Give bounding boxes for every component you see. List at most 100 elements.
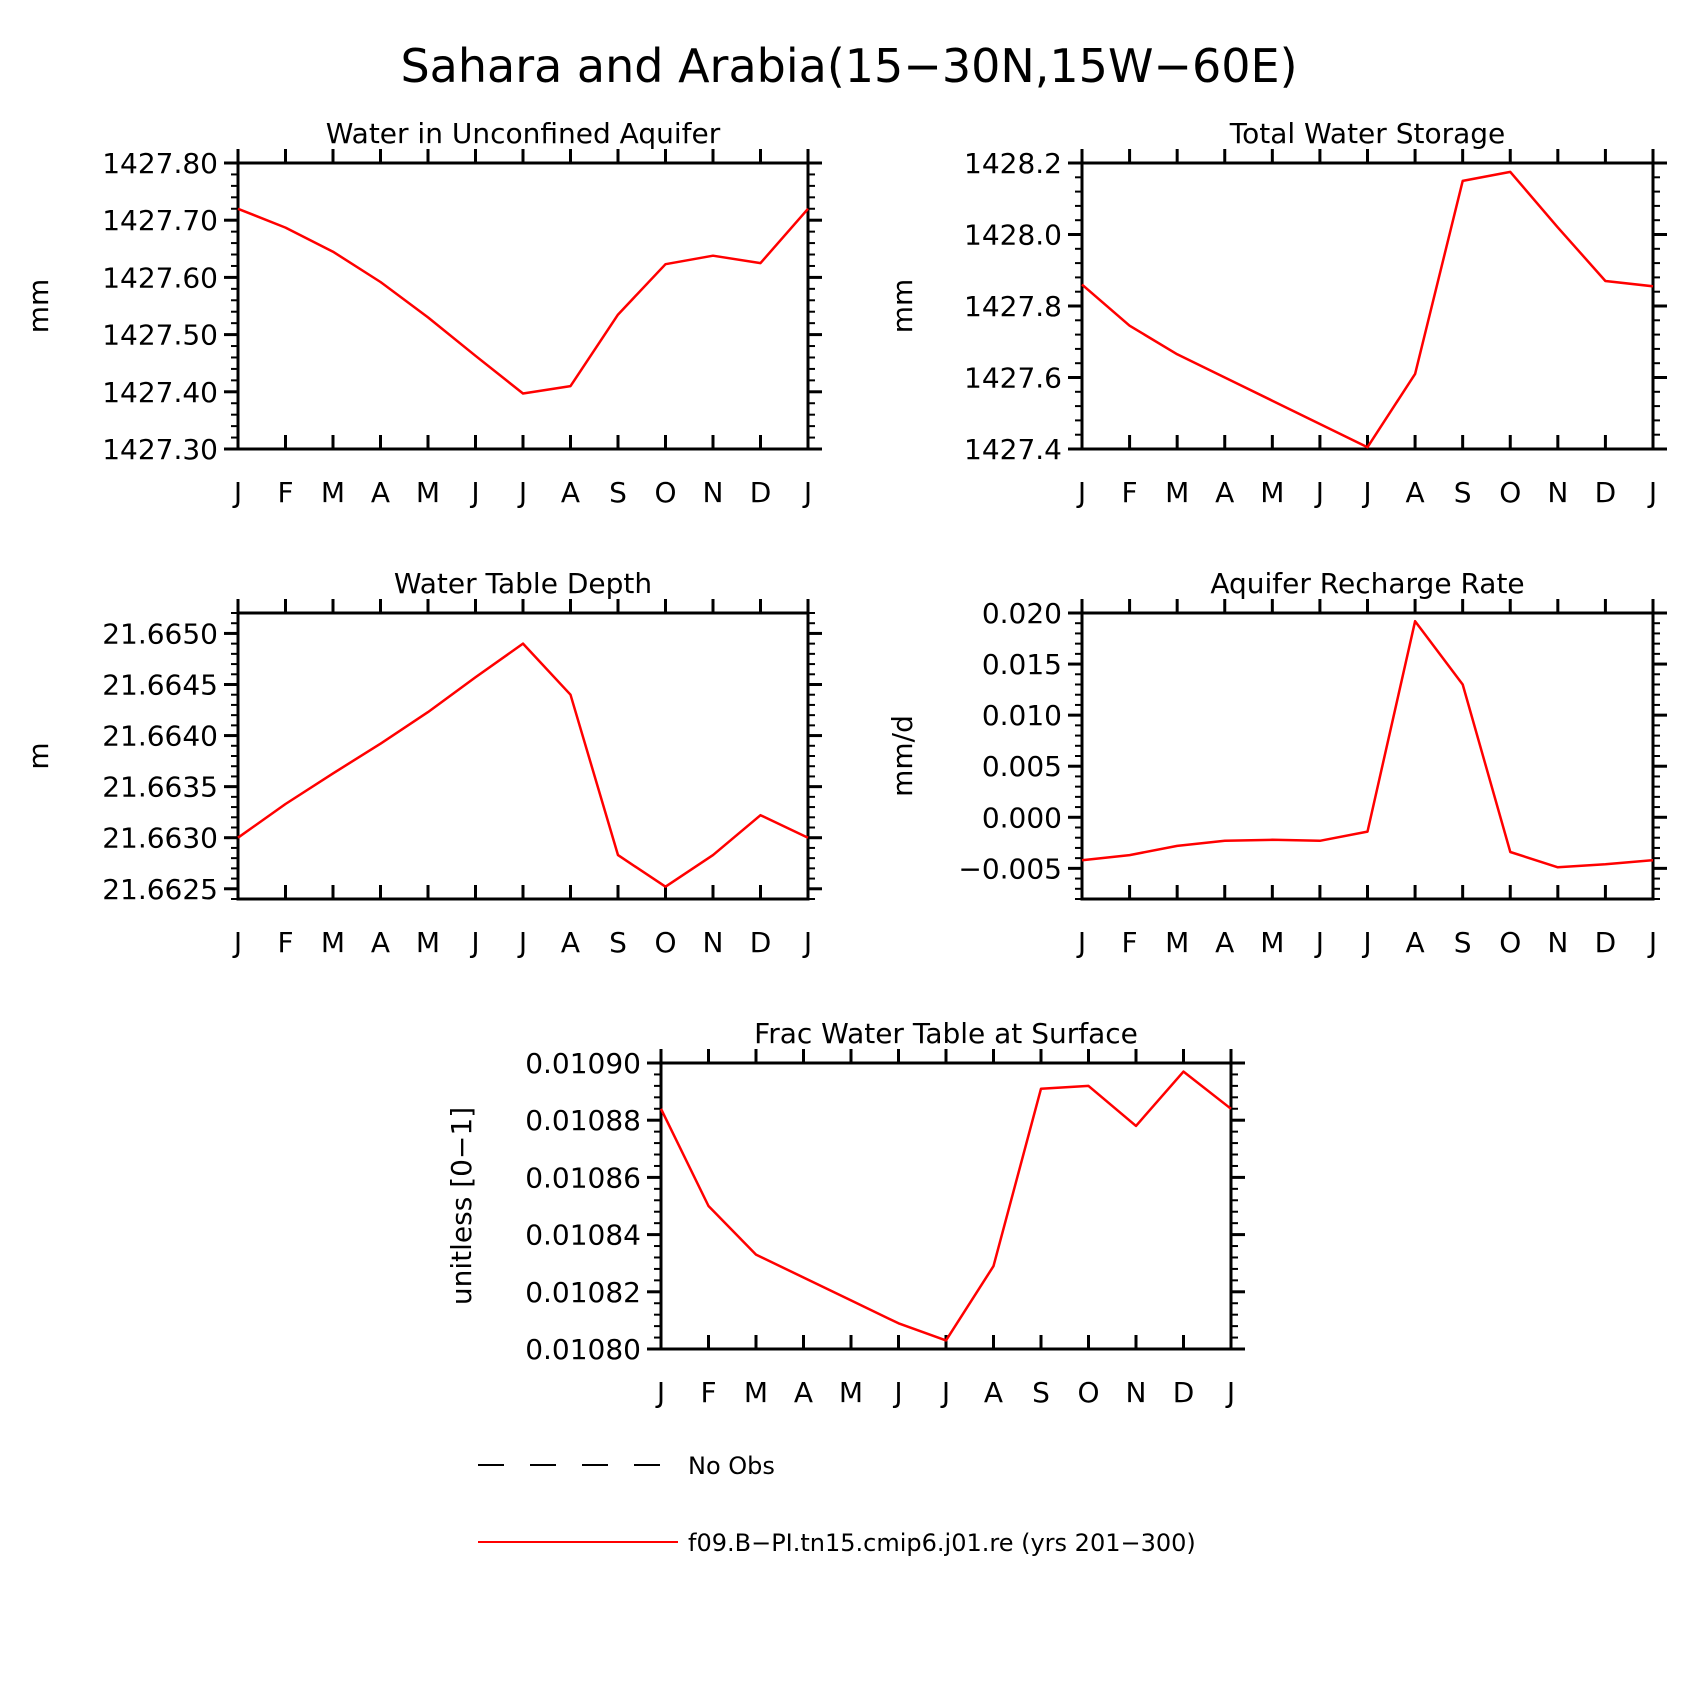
- x-tick-label: J: [1314, 476, 1324, 509]
- y-axis-label: mm/d: [886, 715, 919, 797]
- y-tick-label: 1427.6: [964, 362, 1062, 395]
- x-tick-label: M: [321, 926, 345, 959]
- x-tick-label: J: [469, 476, 479, 509]
- y-tick-label: 1427.4: [964, 433, 1062, 466]
- y-tick-label: 0.01082: [525, 1276, 641, 1309]
- x-tick-label: D: [1595, 926, 1617, 959]
- y-tick-label: 0.01084: [525, 1219, 641, 1252]
- x-tick-label: A: [1406, 476, 1425, 509]
- x-tick-label: M: [1165, 926, 1189, 959]
- x-tick-label: S: [609, 926, 627, 959]
- plot-frame: [1080, 161, 1655, 451]
- series-line: [237, 207, 809, 395]
- x-tick-label: F: [277, 476, 293, 509]
- x-tick-label: J: [655, 1376, 665, 1409]
- y-tick-label: 21.6640: [102, 720, 218, 753]
- x-tick-label: O: [1499, 476, 1521, 509]
- x-tick-label: F: [1122, 476, 1138, 509]
- x-tick-label: J: [892, 1376, 902, 1409]
- legend: No Obs f09.B−PI.tn15.cmip6.j01.re (yrs 2…: [478, 1452, 1196, 1557]
- y-tick-label: 21.6635: [102, 771, 218, 804]
- x-tick-label: O: [654, 476, 676, 509]
- y-tick-label: 1427.80: [102, 147, 218, 180]
- y-axis-label: unitless [0−1]: [445, 1107, 478, 1305]
- y-tick-label: 1428.2: [964, 147, 1062, 180]
- x-tick-label: J: [469, 926, 479, 959]
- x-tick-label: A: [1215, 476, 1234, 509]
- x-tick-label: F: [1122, 926, 1138, 959]
- y-tick-label: 21.6625: [102, 873, 218, 906]
- y-tick-label: 21.6630: [102, 822, 218, 855]
- y-tick-label: 21.6645: [102, 669, 218, 702]
- x-tick-label: J: [802, 476, 812, 509]
- x-tick-label: M: [416, 476, 440, 509]
- panel-title: Aquifer Recharge Rate: [1210, 567, 1524, 600]
- x-tick-label: A: [561, 476, 580, 509]
- x-tick-label: F: [700, 1376, 716, 1409]
- x-tick-label: M: [839, 1376, 863, 1409]
- figure-title: Sahara and Arabia(15−30N,15W−60E): [400, 39, 1297, 93]
- x-tick-label: M: [744, 1376, 768, 1409]
- y-tick-label: 0.020: [982, 597, 1062, 630]
- series-line: [1081, 619, 1654, 869]
- y-tick-label: 0.01090: [525, 1047, 641, 1080]
- x-tick-label: M: [321, 476, 345, 509]
- x-tick-label: J: [1076, 476, 1086, 509]
- y-tick-label: 1428.0: [964, 219, 1062, 252]
- x-tick-label: A: [371, 476, 390, 509]
- x-tick-label: O: [654, 926, 676, 959]
- x-tick-label: N: [1547, 476, 1568, 509]
- x-tick-label: D: [750, 926, 772, 959]
- y-tick-label: 0.010: [982, 699, 1062, 732]
- x-tick-label: A: [984, 1376, 1003, 1409]
- y-tick-label: 0.015: [982, 648, 1062, 681]
- x-tick-label: D: [1595, 476, 1617, 509]
- y-tick-label: 1427.30: [102, 433, 218, 466]
- series-line: [1081, 170, 1654, 449]
- x-tick-label: N: [703, 926, 724, 959]
- x-tick-label: A: [561, 926, 580, 959]
- plot-frame: [236, 611, 810, 901]
- y-tick-label: 0.01088: [525, 1104, 641, 1137]
- y-tick-label: 0.000: [982, 801, 1062, 834]
- x-tick-label: S: [1454, 926, 1472, 959]
- x-tick-label: J: [517, 476, 527, 509]
- x-tick-label: J: [232, 476, 242, 509]
- plot-frame: [1080, 611, 1655, 901]
- y-tick-label: 0.005: [982, 750, 1062, 783]
- y-tick-label: 21.6650: [102, 617, 218, 650]
- x-tick-label: A: [794, 1376, 813, 1409]
- x-tick-label: S: [1032, 1376, 1050, 1409]
- y-tick-label: 1427.40: [102, 376, 218, 409]
- x-tick-label: J: [802, 926, 812, 959]
- y-tick-label: 1427.60: [102, 261, 218, 294]
- x-tick-label: J: [1647, 926, 1657, 959]
- x-tick-label: M: [416, 926, 440, 959]
- x-tick-label: S: [1454, 476, 1472, 509]
- x-tick-label: N: [703, 476, 724, 509]
- x-tick-label: J: [1076, 926, 1086, 959]
- x-tick-label: A: [371, 926, 390, 959]
- panel-title: Water Table Depth: [394, 567, 652, 600]
- x-tick-label: M: [1260, 926, 1284, 959]
- x-tick-label: J: [1225, 1376, 1235, 1409]
- y-tick-label: 0.01080: [525, 1333, 641, 1366]
- y-axis-label: mm: [22, 279, 55, 334]
- x-tick-label: M: [1260, 476, 1284, 509]
- x-tick-label: J: [1647, 476, 1657, 509]
- legend-series-label: f09.B−PI.tn15.cmip6.j01.re (yrs 201−300): [688, 1529, 1196, 1557]
- x-tick-label: D: [750, 476, 772, 509]
- series-line: [659, 1070, 1232, 1342]
- y-tick-label: −0.005: [958, 852, 1062, 885]
- panel-title: Water in Unconfined Aquifer: [326, 117, 721, 150]
- x-tick-label: N: [1126, 1376, 1147, 1409]
- x-tick-label: N: [1547, 926, 1568, 959]
- legend-no-obs-label: No Obs: [688, 1452, 775, 1480]
- y-axis-label: mm: [886, 279, 919, 334]
- series-line: [237, 642, 809, 888]
